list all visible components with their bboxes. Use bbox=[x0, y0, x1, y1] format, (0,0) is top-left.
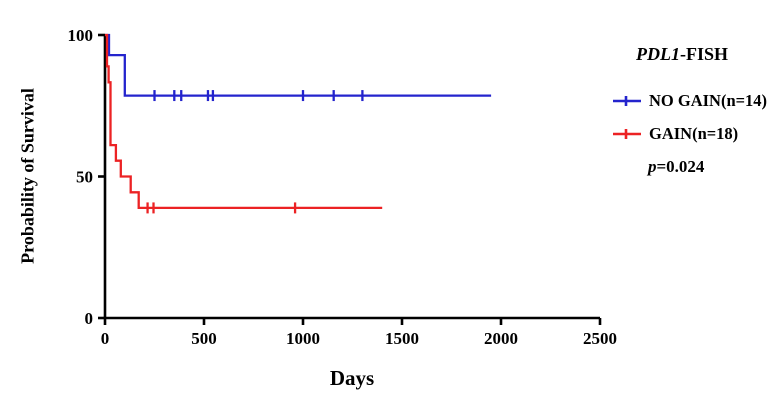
x-tick-label: 1000 bbox=[286, 329, 320, 348]
legend: PDL1-FISH NO GAIN(n=14) GAIN(n=18) p=0.0… bbox=[612, 44, 782, 177]
x-tick-label: 1500 bbox=[385, 329, 419, 348]
x-axis-title: Days bbox=[329, 366, 375, 390]
y-tick-label: 50 bbox=[76, 168, 93, 187]
y-tick-label: 0 bbox=[85, 309, 94, 328]
p-value-rest: =0.024 bbox=[656, 157, 705, 176]
legend-title-italic: PDL1 bbox=[636, 44, 680, 64]
x-tick-label: 2000 bbox=[484, 329, 518, 348]
x-tick-label: 500 bbox=[191, 329, 217, 348]
p-value: p=0.024 bbox=[648, 157, 782, 177]
x-tick-label: 2500 bbox=[583, 329, 617, 348]
legend-item-gain: GAIN(n=18) bbox=[612, 124, 782, 144]
legend-label-no-gain: NO GAIN(n=14) bbox=[649, 91, 768, 110]
survival-step-line-1 bbox=[105, 33, 383, 210]
survival-step-line-0 bbox=[105, 33, 492, 97]
p-value-italic: p bbox=[648, 157, 657, 176]
legend-title-rest: -FISH bbox=[680, 44, 729, 64]
gain-line-marker bbox=[613, 129, 641, 139]
legend-item-no-gain: NO GAIN(n=14) bbox=[612, 91, 782, 111]
legend-label-gain: GAIN(n=18) bbox=[649, 124, 739, 143]
legend-title: PDL1-FISH bbox=[636, 44, 782, 65]
x-tick-label: 0 bbox=[101, 329, 110, 348]
y-axis-title: Probability of Survival bbox=[17, 88, 38, 264]
y-tick-label: 100 bbox=[68, 26, 94, 45]
no-gain-line-marker bbox=[613, 96, 641, 106]
